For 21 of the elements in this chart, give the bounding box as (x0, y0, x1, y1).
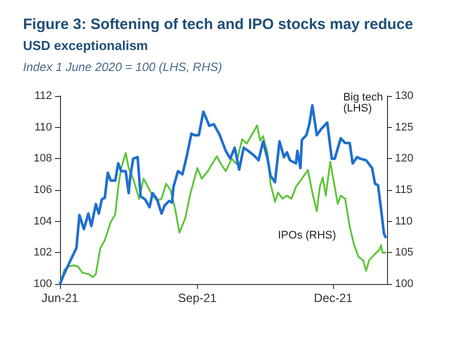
x-tick-label: Jun-21 (42, 291, 79, 305)
y2-tick-label: 120 (395, 152, 414, 165)
y2-tick-label: 110 (395, 215, 413, 228)
y2-tick-label: 115 (395, 184, 413, 196)
y-tick-label: 102 (34, 246, 52, 259)
y-tick-label: 108 (34, 152, 52, 165)
series-label: Big tech (LHS) (343, 92, 386, 114)
y2-tick-label: 105 (395, 246, 414, 259)
y-tick-label: 106 (34, 184, 52, 196)
x-tick-label: Dec-21 (314, 291, 353, 305)
chart-title: Figure 3: Softening of tech and IPO stocks may reduce USD exceptionalism (23, 16, 414, 53)
y2-tick-label: 130 (395, 90, 414, 102)
y-tick-label: 104 (34, 215, 52, 228)
y2-tick-label: 100 (395, 278, 414, 290)
y-tick-label: 112 (34, 90, 52, 102)
y-tick-label: 100 (34, 278, 52, 290)
y-tick-label: 110 (34, 121, 52, 134)
x-tick-label: Sep-21 (178, 291, 218, 305)
series-label: IPOs (RHS) (278, 230, 336, 242)
y2-tick-label: 125 (395, 121, 414, 134)
chart-subtitle: Index 1 June 2020 = 100 (LHS, RHS) (23, 60, 222, 74)
